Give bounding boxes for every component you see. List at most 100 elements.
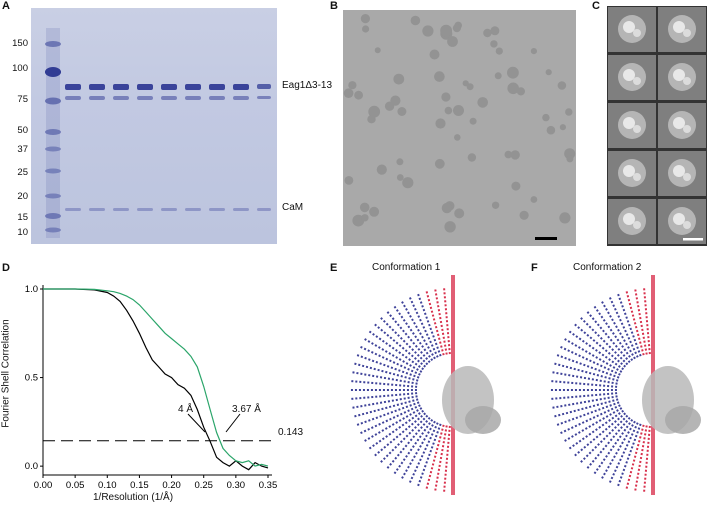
fsc-y-tick-label: 0.0 (25, 461, 38, 472)
particle (490, 40, 498, 48)
particle (359, 202, 370, 213)
euler-ray-conf2 (573, 323, 627, 368)
class-average-blob (673, 21, 685, 33)
euler-ray-conf1 (434, 288, 448, 355)
threshold-label: 0.143 (278, 427, 304, 438)
particle (546, 125, 556, 135)
class-average-blob (673, 213, 685, 225)
fsc-arrow-4a (187, 413, 206, 433)
particle (441, 202, 453, 214)
euler-ray-conf2 (600, 420, 636, 480)
class-average-blob (683, 221, 691, 229)
particle (507, 66, 519, 79)
particle (434, 71, 445, 82)
euler-ray-conf1 (350, 380, 418, 388)
class-average-blob (623, 165, 635, 177)
cam-band-label: CaM (282, 202, 304, 213)
particle (454, 134, 461, 141)
euler-ray-conf2 (625, 424, 645, 490)
particle (542, 113, 550, 122)
marker-50: 50 (17, 125, 28, 136)
class-average-blob (673, 69, 685, 81)
euler-ray-conf1 (434, 425, 448, 492)
euler-ray-conf1 (416, 292, 442, 357)
fsc-series-2 (43, 288, 269, 467)
euler-ray-conf2 (593, 305, 634, 362)
euler-ray-conf2 (586, 416, 631, 470)
particle (362, 25, 370, 33)
euler-ray-conf2 (559, 404, 621, 435)
conformation-2-title: Conformation 2 (573, 262, 642, 273)
particle (483, 28, 492, 38)
euler-ray-conf1 (400, 420, 436, 480)
euler-ray-conf1 (379, 414, 429, 464)
euler-ray-conf2 (586, 310, 631, 364)
euler-ray-conf2 (553, 362, 619, 382)
particle (453, 105, 464, 116)
particle (360, 14, 370, 24)
marker-150: 150 (12, 38, 28, 49)
particle (444, 221, 456, 233)
conformation-1-title: Conformation 1 (372, 262, 441, 273)
euler-ray-conf1 (416, 423, 442, 488)
marker-25: 25 (17, 167, 28, 178)
particle (564, 148, 576, 160)
euler-ray-conf1 (443, 287, 451, 355)
class-average-blob (633, 173, 641, 181)
euler-ray-conf1 (400, 300, 436, 360)
particle (429, 49, 440, 60)
euler-ray-conf2 (553, 398, 619, 418)
particle (402, 177, 414, 189)
euler-ray-conf2 (608, 296, 639, 358)
fsc-x-tick-label: 0.15 (130, 480, 149, 491)
2d-class-averages (607, 6, 707, 246)
euler-ray-conf2 (634, 425, 648, 492)
class-average-blob (683, 125, 691, 133)
cryo-em-micrograph (343, 10, 576, 246)
particle (422, 25, 434, 37)
euler-ray-conf2 (551, 395, 618, 409)
fsc-x-tick-label: 0.35 (259, 480, 278, 491)
euler-ray-conf1 (373, 412, 427, 457)
density-map-conf1 (465, 406, 501, 434)
marker-100: 100 (12, 63, 28, 74)
class-average-blob (623, 213, 635, 225)
particle (495, 47, 503, 55)
fsc-x-tick-label: 0.30 (227, 480, 246, 491)
euler-ray-conf1 (363, 407, 423, 443)
particle (559, 124, 566, 131)
euler-ray-conf1 (351, 395, 418, 409)
particle (504, 150, 513, 159)
particle (434, 158, 445, 169)
particle (557, 81, 567, 90)
particle (566, 155, 574, 163)
euler-ray-conf2 (550, 392, 618, 400)
euler-ray-conf2 (643, 425, 651, 493)
fsc-x-tick-label: 0.10 (98, 480, 117, 491)
marker-75: 75 (17, 94, 28, 105)
marker-10: 10 (17, 227, 28, 238)
euler-ray-conf2 (579, 316, 629, 366)
euler-ray-conf2 (634, 288, 648, 355)
euler-ray-conf2 (608, 422, 639, 484)
class-average-blob (673, 117, 685, 129)
particle (344, 176, 354, 185)
particle (390, 95, 401, 106)
euler-ray-conf2 (579, 414, 629, 464)
particle (361, 214, 369, 222)
euler-ray-conf1 (363, 337, 423, 373)
particle (410, 15, 421, 26)
particle (441, 92, 451, 102)
euler-ray-conf2 (568, 409, 625, 450)
euler-ray-conf1 (393, 418, 434, 475)
particle (367, 115, 376, 124)
particle (435, 118, 446, 129)
euler-ray-conf1 (359, 404, 421, 435)
euler-ray-conf1 (379, 316, 429, 366)
euler-ray-conf1 (393, 305, 434, 362)
euler-ray-conf2 (559, 345, 621, 376)
euler-ray-conf2 (573, 412, 627, 457)
particle (466, 83, 474, 91)
particle (397, 107, 407, 116)
particle (396, 158, 404, 166)
